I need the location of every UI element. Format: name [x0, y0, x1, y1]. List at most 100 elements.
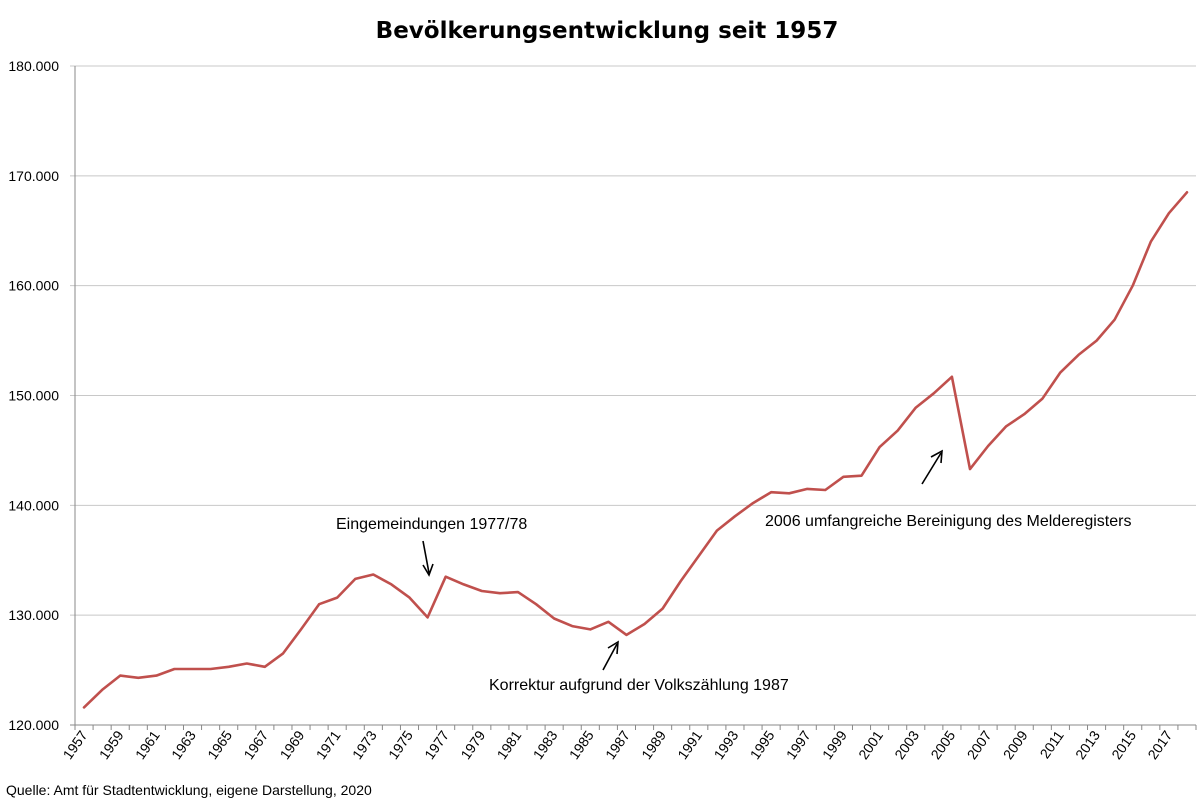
x-tick-label: 1975 — [385, 727, 416, 762]
x-tick-label: 1963 — [168, 727, 199, 762]
x-tick-label: 1989 — [638, 727, 669, 762]
data-point — [318, 603, 320, 605]
data-point — [607, 621, 610, 623]
annotation-korrektur: Korrektur aufgrund der Volkszählung 1987 — [489, 677, 789, 694]
data-point — [806, 488, 809, 490]
data-point — [426, 616, 429, 619]
data-point — [1041, 398, 1044, 400]
data-point — [734, 515, 736, 518]
source-note: Quelle: Amt für Stadtentwicklung, eigene… — [6, 782, 372, 798]
data-point — [824, 489, 827, 491]
x-tick-label: 1993 — [710, 727, 741, 762]
x-tick-label: 2001 — [855, 727, 886, 762]
data-point — [1023, 413, 1025, 416]
y-tick-label: 160.000 — [8, 278, 59, 294]
data-point — [300, 628, 302, 631]
x-tick-label: 1997 — [783, 727, 814, 762]
x-tick-label: 2005 — [927, 727, 958, 762]
data-point — [1150, 240, 1152, 243]
data-point — [227, 666, 230, 668]
data-point — [191, 668, 194, 670]
data-point — [969, 468, 971, 470]
data-point — [1059, 371, 1062, 374]
data-point — [661, 607, 664, 610]
data-point — [951, 376, 953, 378]
data-point — [444, 575, 447, 578]
annotation-melderegister: 2006 umfangreiche Bereinigung des Melder… — [765, 513, 1131, 530]
data-point — [390, 583, 393, 586]
x-tick-label: 1971 — [313, 727, 344, 762]
x-tick-label: 1985 — [566, 727, 597, 762]
x-tick-label: 1957 — [60, 727, 91, 762]
series-line — [82, 191, 1189, 709]
data-point — [625, 634, 628, 636]
x-tick-label: 1979 — [457, 727, 488, 762]
data-point — [1168, 212, 1170, 214]
data-point — [788, 492, 790, 495]
data-point — [209, 668, 212, 670]
y-tick-label: 180.000 — [8, 58, 59, 74]
x-tick-label: 1991 — [674, 727, 705, 762]
data-point — [1005, 425, 1007, 428]
arrow-up-icon — [921, 449, 943, 485]
x-tick-label: 2011 — [1036, 727, 1066, 761]
data-point — [752, 502, 754, 504]
data-point — [173, 668, 176, 670]
data-point — [933, 392, 935, 395]
data-point — [264, 666, 266, 668]
data-point — [987, 445, 989, 447]
data-point — [915, 406, 917, 409]
y-tick-label: 130.000 — [8, 607, 59, 623]
x-tick-label: 1977 — [421, 727, 452, 762]
x-tick-label: 1965 — [204, 727, 235, 762]
y-tick-label: 140.000 — [8, 497, 59, 513]
x-tick-label: 1969 — [276, 727, 307, 762]
data-point — [679, 580, 682, 582]
x-tick-label: 2017 — [1144, 727, 1175, 762]
y-axis-ticks: 120.000 130.000 140.000 150.000 160.000 170.0… — [8, 58, 59, 733]
data-point — [155, 674, 158, 677]
data-point — [282, 652, 284, 655]
data-point — [589, 628, 592, 631]
data-point — [354, 578, 357, 580]
x-tick-label: 1987 — [602, 727, 633, 762]
data-point — [462, 583, 465, 586]
arrow-down-icon — [422, 540, 434, 577]
data-point — [643, 623, 646, 625]
arrow-up-icon — [602, 640, 619, 671]
x-tick-label: 1981 — [493, 727, 524, 762]
data-point — [1113, 318, 1116, 321]
data-point — [83, 706, 85, 709]
x-tick-label: 1967 — [240, 727, 271, 762]
data-point — [571, 625, 573, 627]
data-point — [1131, 284, 1134, 287]
data-point — [698, 555, 700, 557]
data-point — [336, 596, 339, 599]
annotation-eingemeindungen: Eingemeindungen 1977/78 — [336, 516, 527, 533]
data-point — [878, 446, 881, 448]
y-tick-label: 170.000 — [8, 168, 59, 184]
y-tick-label: 150.000 — [8, 388, 59, 404]
chart-title: Bevölkerungsentwicklung seit 1957 — [376, 18, 839, 44]
data-point — [101, 689, 103, 691]
data-point — [1077, 354, 1080, 356]
data-point — [408, 596, 411, 599]
x-tick-label: 1959 — [96, 727, 127, 762]
data-point — [842, 476, 845, 478]
data-point — [137, 677, 140, 679]
data-point — [1186, 191, 1188, 194]
x-tick-label: 2013 — [1072, 727, 1103, 762]
series-layer — [82, 191, 1189, 709]
data-point — [770, 491, 772, 494]
data-point — [535, 603, 537, 605]
data-point — [896, 429, 899, 432]
x-tick-label: 1995 — [747, 727, 778, 762]
y-tick-label: 120.000 — [8, 717, 59, 733]
data-point — [481, 590, 483, 592]
x-axis-ticks: 1957 1959 1961 1963 1965 1967 1969 1971 1973 1975… — [60, 725, 1197, 762]
x-tick-label: 1983 — [530, 727, 561, 762]
x-tick-label: 1961 — [132, 727, 163, 762]
data-point — [372, 573, 375, 576]
data-point — [517, 591, 519, 593]
